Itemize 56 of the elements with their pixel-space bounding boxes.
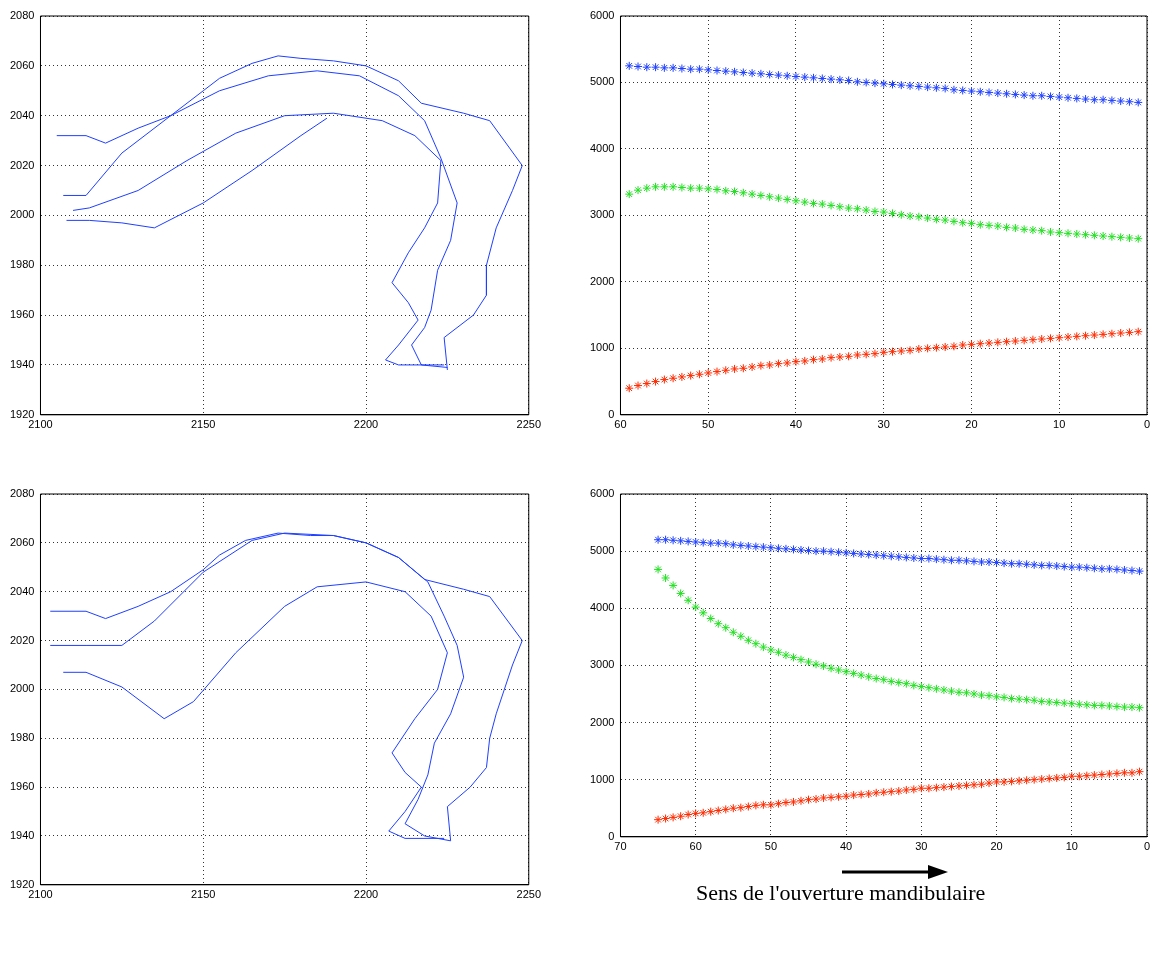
y-tick-label: 1920: [9, 407, 35, 420]
y-tick-label: 1940: [9, 828, 35, 841]
y-tick-label: 1000: [589, 341, 615, 354]
x-tick-label: 60: [689, 840, 702, 853]
y-tick-label: 4000: [589, 141, 615, 154]
x-tick-label: 70: [614, 840, 627, 853]
x-tick-label: 30: [915, 840, 928, 853]
y-tick-label: 2000: [9, 682, 35, 695]
x-tick-label: 2100: [28, 418, 53, 431]
x-tick-label: 60: [614, 418, 627, 431]
y-tick-label: 2020: [9, 158, 35, 171]
x-tick-label: 10: [1065, 840, 1078, 853]
y-tick-label: 5000: [589, 75, 615, 88]
x-tick-label: 2250: [516, 888, 542, 901]
y-tick-label: 2060: [9, 535, 35, 548]
x-tick-label: 50: [702, 418, 715, 431]
y-tick-label: 2060: [9, 58, 35, 71]
y-tick-label: 3000: [589, 658, 615, 671]
x-tick-label: 10: [1053, 418, 1066, 431]
y-tick-label: 3000: [589, 208, 615, 221]
x-tick-label: 2150: [190, 418, 216, 431]
y-tick-label: 2000: [589, 715, 615, 728]
x-tick-label: 2200: [353, 888, 379, 901]
y-tick-label: 2080: [9, 9, 35, 22]
x-tick-label: 0: [1143, 418, 1151, 431]
x-tick-label: 20: [990, 840, 1003, 853]
y-tick-label: 2020: [9, 633, 35, 646]
x-tick-label: 40: [789, 418, 803, 431]
y-tick-label: 1960: [9, 780, 35, 793]
y-tick-label: 2040: [9, 584, 35, 597]
y-tick-label: 1980: [9, 731, 35, 744]
y-tick-label: 1980: [9, 258, 35, 271]
x-tick-label: 2100: [28, 888, 53, 901]
y-tick-label: 2000: [9, 208, 35, 221]
y-tick-label: 2080: [9, 487, 35, 500]
y-tick-label: 2000: [589, 274, 615, 287]
x-tick-label: 2150: [190, 888, 216, 901]
y-tick-label: 5000: [589, 544, 615, 557]
y-tick-label: 0: [608, 829, 615, 842]
y-tick-label: 1960: [9, 308, 35, 321]
text: Sens de l'ouverture mandibulaire: [695, 880, 987, 906]
y-tick-label: 1000: [589, 772, 615, 785]
x-tick-label: 50: [764, 840, 778, 853]
x-tick-label: 20: [965, 418, 978, 431]
y-tick-label: 4000: [589, 601, 615, 614]
y-tick-label: 6000: [589, 487, 615, 500]
x-tick-label: 2200: [353, 418, 379, 431]
y-tick-label: 6000: [589, 9, 615, 22]
x-tick-label: 40: [840, 840, 853, 853]
y-tick-label: 2040: [9, 108, 35, 121]
x-tick-label: 0: [1143, 840, 1151, 853]
x-tick-label: 30: [877, 418, 890, 431]
y-tick-label: 1940: [9, 357, 35, 370]
x-tick-label: 2250: [516, 418, 542, 431]
y-tick-label: 1920: [9, 877, 35, 890]
y-tick-label: 0: [608, 407, 615, 420]
